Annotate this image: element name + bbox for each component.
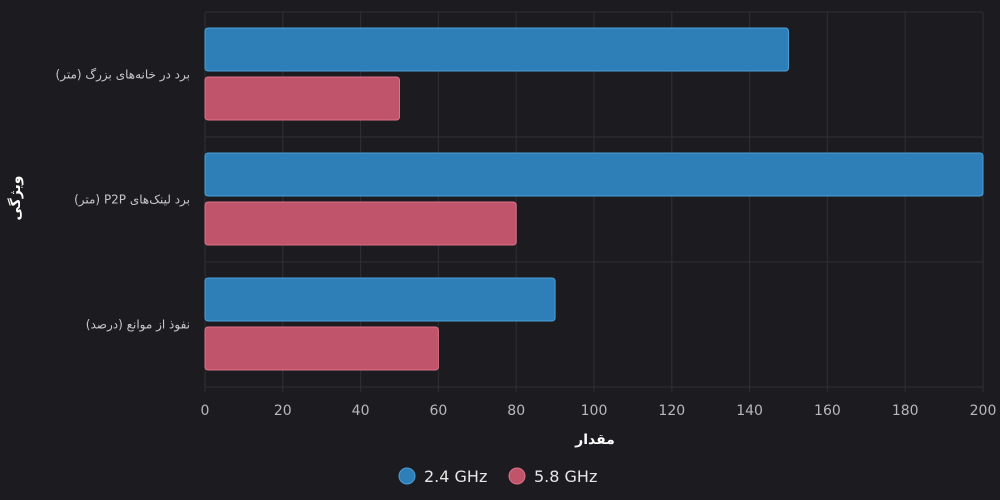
x-tick-label: 40 xyxy=(352,403,370,419)
x-tick-label: 120 xyxy=(658,403,685,419)
x-tick-label: 20 xyxy=(274,403,292,419)
bars xyxy=(204,27,984,371)
bar-5.8-ghz[interactable] xyxy=(204,326,439,371)
bar-2.4-ghz[interactable] xyxy=(204,152,984,197)
x-axis-title: مقدار xyxy=(574,432,615,448)
legend-label[interactable]: 2.4 GHz xyxy=(424,467,487,486)
x-tick-label: 100 xyxy=(581,403,608,419)
x-tick-labels: 0 20 40 60 80 100 120 140 160 180 200 xyxy=(201,403,997,419)
y-axis-title: ویژگی xyxy=(7,176,24,221)
legend[interactable]: 2.4 GHz 5.8 GHz xyxy=(398,467,597,486)
category-labels: برد در خانه‌های بزرگ (متر) برد لینک‌های P… xyxy=(56,68,190,333)
x-tick-label: 200 xyxy=(970,403,997,419)
category-label: برد لینک‌های P2P (متر) xyxy=(74,193,190,208)
bar-5.8-ghz[interactable] xyxy=(204,201,517,246)
bar-5.8-ghz[interactable] xyxy=(204,76,400,121)
x-tick-label: 160 xyxy=(814,403,841,419)
category-label: نفوذ از موانع (درصد) xyxy=(86,318,190,333)
x-tick-label: 180 xyxy=(892,403,919,419)
x-tick-label: 80 xyxy=(507,403,525,419)
legend-swatch[interactable] xyxy=(398,467,416,485)
bar-2.4-ghz[interactable] xyxy=(204,277,556,322)
x-tick-label: 60 xyxy=(429,403,447,419)
x-tick-label: 140 xyxy=(736,403,763,419)
legend-label[interactable]: 5.8 GHz xyxy=(534,467,597,486)
grid-lines xyxy=(204,11,984,392)
x-tick-label: 0 xyxy=(201,403,210,419)
bar-2.4-ghz[interactable] xyxy=(204,27,789,72)
legend-swatch[interactable] xyxy=(508,467,526,485)
category-label: برد در خانه‌های بزرگ (متر) xyxy=(56,68,190,83)
